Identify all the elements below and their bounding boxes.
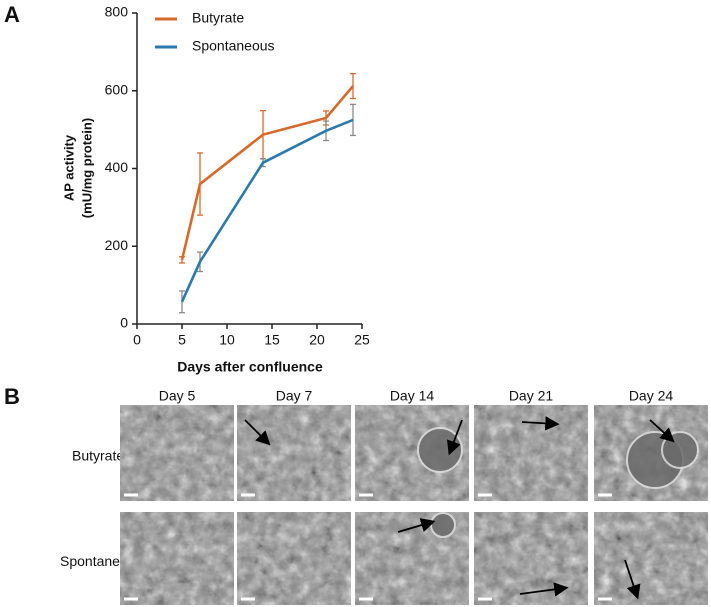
micrograph-texture [120, 512, 234, 605]
micrograph-texture [594, 512, 708, 605]
colony [430, 512, 456, 538]
arrow [397, 518, 436, 533]
y-tick-label: 0 [120, 315, 128, 331]
x-tick-label: 5 [178, 332, 186, 348]
arrow [624, 559, 641, 600]
row-label: Butyrate [72, 448, 124, 464]
colony [661, 431, 699, 469]
x-tick-label: 15 [264, 332, 280, 348]
data-line [180, 85, 354, 261]
x-tick-label: 0 [133, 332, 141, 348]
colony [417, 427, 463, 473]
y-axis-label: AP activity [61, 134, 76, 201]
arrow [244, 419, 271, 446]
micrograph-texture [237, 512, 351, 605]
arrow [447, 419, 463, 456]
column-label: Day 5 [159, 388, 196, 404]
panel-label: A [4, 2, 20, 27]
column-label: Day 21 [509, 388, 554, 404]
micrograph-texture [237, 405, 351, 501]
x-tick-label: 10 [219, 332, 235, 348]
y-axis-label: (mU/mg protein) [79, 118, 94, 218]
y-tick-label: 400 [105, 159, 129, 175]
micrograph-texture [474, 405, 588, 501]
column-label: Day 7 [276, 388, 313, 404]
data-line [180, 118, 354, 303]
arrow [519, 582, 569, 597]
legend-label: Butyrate [192, 10, 244, 26]
column-label: Day 14 [390, 388, 435, 404]
legend-label: Spontaneous [192, 38, 275, 54]
micrograph-texture [120, 405, 234, 501]
column-label: Day 24 [629, 388, 674, 404]
y-tick-label: 200 [105, 237, 129, 253]
arrow [521, 416, 560, 431]
panel-label: B [4, 384, 20, 409]
x-axis-label: Days after confluence [177, 359, 323, 375]
x-tick-label: 20 [309, 332, 325, 348]
arrow [649, 419, 675, 443]
micrograph-texture [474, 512, 588, 605]
y-tick-label: 600 [105, 81, 129, 97]
x-tick-label: 25 [354, 332, 370, 348]
y-tick-label: 800 [105, 4, 129, 20]
